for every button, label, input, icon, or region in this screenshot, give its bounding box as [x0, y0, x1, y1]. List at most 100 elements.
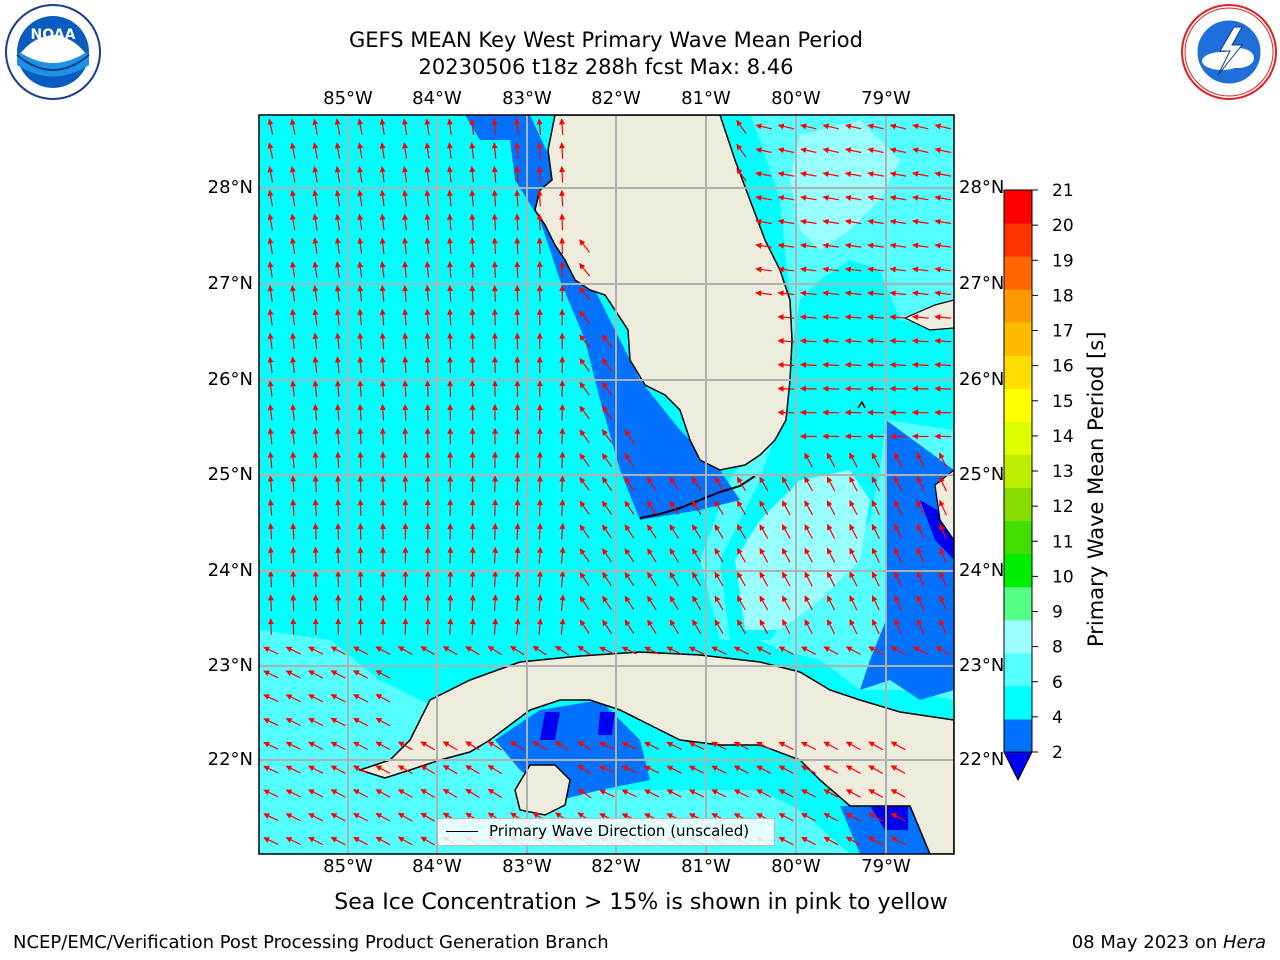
wave-direction-arrow: [823, 812, 839, 822]
wave-direction-arrow: [491, 261, 498, 278]
colorbar-tick-label: 2: [1052, 743, 1063, 763]
wave-direction-arrow: [736, 476, 747, 492]
wave-direction-arrow: [375, 717, 391, 727]
wave-direction-arrow: [800, 290, 817, 297]
wave-direction-arrow: [867, 242, 884, 249]
wave-direction-arrow: [290, 451, 297, 469]
wave-direction-arrow: [514, 213, 521, 231]
wave-direction-arrow: [312, 380, 319, 397]
wave-direction-arrow: [579, 405, 590, 420]
wave-direction-arrow: [646, 500, 657, 515]
wave-direction-arrow: [777, 385, 795, 392]
wave-direction-arrow: [514, 618, 521, 635]
wave-direction-arrow: [357, 142, 364, 159]
colorbar-tick-label: 15: [1052, 392, 1074, 412]
wave-direction-arrow: [800, 646, 816, 655]
wave-direction-arrow: [691, 595, 702, 611]
wave-direction-arrow: [267, 166, 274, 183]
wave-direction-arrow: [867, 266, 884, 273]
lon-label-top: 79°W: [861, 88, 911, 109]
wave-direction-arrow: [804, 547, 813, 563]
wave-direction-arrow: [290, 237, 296, 254]
wave-direction-arrow: [868, 788, 884, 798]
wave-direction-arrow: [777, 266, 795, 273]
wave-direction-arrow: [514, 523, 521, 540]
wave-direction-arrow: [894, 500, 903, 516]
wave-direction-arrow: [514, 142, 521, 159]
wave-direction-arrow: [491, 142, 498, 159]
wave-direction-arrow: [912, 242, 929, 249]
wave-direction-arrow: [889, 385, 907, 392]
wave-direction-arrow: [939, 499, 947, 516]
wave-direction-arrow: [916, 500, 925, 516]
wave-direction-arrow: [579, 429, 590, 444]
wave-direction-arrow: [285, 694, 301, 703]
wave-direction-arrow: [492, 594, 499, 612]
wave-direction-arrow: [379, 404, 386, 421]
wave-direction-arrow: [579, 286, 590, 301]
colorbar-segment: [1004, 685, 1032, 720]
wave-direction-arrow: [868, 812, 884, 822]
lat-label-right: 23°N: [959, 655, 1005, 676]
wave-direction-arrow: [559, 499, 566, 516]
svg-text:NOAA: NOAA: [31, 27, 76, 43]
wave-direction-arrow: [759, 595, 769, 611]
wave-direction-arrow: [536, 166, 543, 183]
noaa-logo: NOAA: [3, 3, 103, 105]
wave-direction-arrow: [492, 546, 499, 564]
lon-label-bottom: 80°W: [771, 856, 821, 877]
wave-direction-arrow: [800, 836, 816, 846]
wave-direction-arrow: [308, 694, 324, 703]
colorbar-segment: [1004, 256, 1032, 290]
wave-direction-arrow: [894, 595, 903, 611]
sea-ice-note: Sea Ice Concentration > 15% is shown in …: [334, 890, 948, 915]
wave-direction-arrow: [352, 812, 368, 822]
wave-direction-arrow: [267, 618, 274, 635]
wave-direction-arrow: [691, 524, 702, 539]
wave-direction-arrow: [800, 765, 816, 774]
colorbar-tick-label: 20: [1052, 216, 1074, 236]
wave-direction-arrow: [357, 427, 364, 445]
wave-direction-arrow: [621, 646, 637, 655]
wave-direction-arrow: [826, 452, 836, 468]
lat-label-right: 27°N: [959, 273, 1005, 294]
wave-direction-arrow: [559, 118, 565, 136]
wave-direction-arrow: [267, 189, 274, 207]
wave-direction-arrow: [357, 380, 364, 397]
wave-direction-arrow: [402, 332, 409, 350]
footer-date: 08 May 2023 on Hera: [1072, 932, 1266, 953]
wave-direction-arrow: [579, 263, 591, 277]
wave-direction-arrow: [939, 571, 947, 587]
wave-direction-arrow: [554, 740, 570, 751]
wave-direction-arrow: [537, 594, 544, 612]
wave-direction-arrow: [469, 570, 476, 588]
wave-direction-arrow: [822, 290, 840, 297]
wave-direction-arrow: [778, 812, 794, 822]
wave-direction-arrow: [871, 619, 880, 635]
lat-label-left: 23°N: [207, 655, 253, 676]
lon-label-bottom: 79°W: [861, 856, 911, 877]
wave-direction-arrow: [491, 308, 498, 326]
wave-direction-arrow: [646, 595, 657, 611]
wave-direction-arrow: [536, 499, 543, 516]
wave-direction-arrow: [312, 237, 319, 254]
wave-direction-arrow: [845, 123, 862, 130]
wave-direction-arrow: [778, 789, 794, 798]
wave-direction-arrow: [691, 571, 702, 587]
wave-direction-arrow: [357, 118, 364, 136]
wave-direction-arrow: [759, 476, 769, 492]
wave-direction-arrow: [845, 741, 861, 751]
wave-direction-arrow: [804, 619, 813, 635]
wave-direction-arrow: [822, 266, 839, 273]
wave-direction-arrow: [267, 451, 274, 469]
wave-direction-arrow: [290, 380, 297, 397]
wave-direction-arrow: [889, 218, 907, 225]
wave-direction-arrow: [714, 524, 724, 539]
wave-direction-arrow: [285, 765, 301, 774]
wave-direction-arrow: [711, 789, 727, 798]
wave-direction-arrow: [781, 595, 791, 611]
wave-direction-arrow: [559, 451, 566, 469]
lat-label-right: 28°N: [959, 177, 1005, 198]
wave-direction-arrow: [290, 404, 297, 421]
wave-direction-arrow: [778, 646, 794, 655]
